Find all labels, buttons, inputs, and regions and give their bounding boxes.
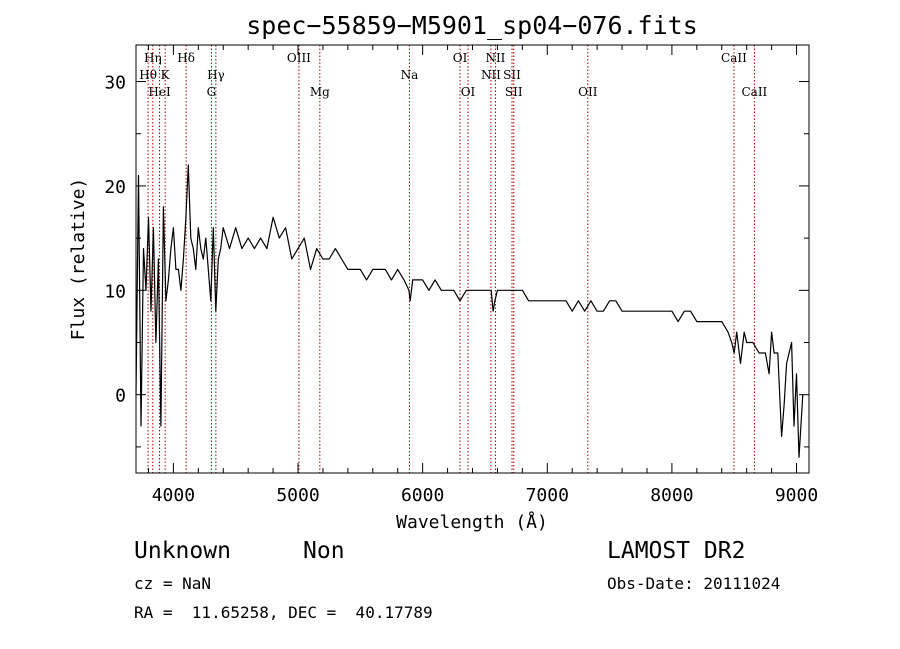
- plot-frame: [135, 44, 810, 474]
- y-tick-label: 30: [104, 73, 126, 94]
- spectral-line-label: OI: [453, 51, 468, 65]
- class-label: Unknown: [134, 538, 231, 564]
- y-tick-label: 0: [115, 386, 126, 407]
- y-axis-label: Flux (relative): [68, 178, 89, 341]
- x-tick-label: 8000: [650, 485, 693, 506]
- spectral-line-label: CaII: [721, 51, 747, 65]
- ticks-layer: 4000 5000 6000 7000 8000 9000 0 10 20 30: [104, 45, 818, 506]
- spectral-line-label: Hδ: [177, 51, 195, 65]
- spectrum-series-layer: [135, 164, 804, 458]
- spectral-line-label: SII: [505, 85, 523, 99]
- spectral-line-label: HeI: [148, 85, 171, 99]
- chart-title: spec−55859−M5901_sp04−076.fits: [246, 11, 698, 40]
- spectral-line-label: OIII: [287, 51, 311, 65]
- spectral-line-label: Hγ: [207, 68, 225, 82]
- cz-value: cz = NaN: [134, 574, 212, 593]
- survey-label: LAMOST DR2: [607, 538, 746, 564]
- obs-date: Obs-Date: 20111024: [607, 574, 781, 593]
- x-axis-label: Wavelength (Å): [396, 511, 548, 533]
- subclass-label: Non: [303, 538, 345, 564]
- spectrum-series-line: [135, 164, 804, 458]
- spectral-line-label: CaII: [741, 85, 767, 99]
- x-tick-label: 4000: [152, 485, 195, 506]
- spectral-line-label: SII: [503, 68, 521, 82]
- x-tick-label: 6000: [401, 485, 444, 506]
- y-tick-label: 10: [104, 281, 126, 302]
- coordinates: RA = 11.65258, DEC = 40.17789: [134, 603, 433, 622]
- x-tick-label: 9000: [775, 485, 818, 506]
- spectral-line-label: K: [161, 68, 171, 82]
- y-tick-label: 20: [104, 177, 126, 198]
- spectral-line-label: NII: [485, 51, 505, 65]
- spectral-line-label: Na: [401, 68, 419, 82]
- spectral-line-label: Mg: [310, 85, 330, 99]
- spectral-line-label: NII: [481, 68, 501, 82]
- spectral-line-label: OII: [578, 85, 598, 99]
- spectral-line-label: G: [207, 85, 217, 99]
- spectral-line-label: Hθ: [139, 68, 157, 82]
- spectral-line-label: OI: [461, 85, 476, 99]
- spectral-line-label: Hη: [144, 51, 162, 65]
- x-tick-label: 5000: [276, 485, 319, 506]
- x-tick-label: 7000: [526, 485, 569, 506]
